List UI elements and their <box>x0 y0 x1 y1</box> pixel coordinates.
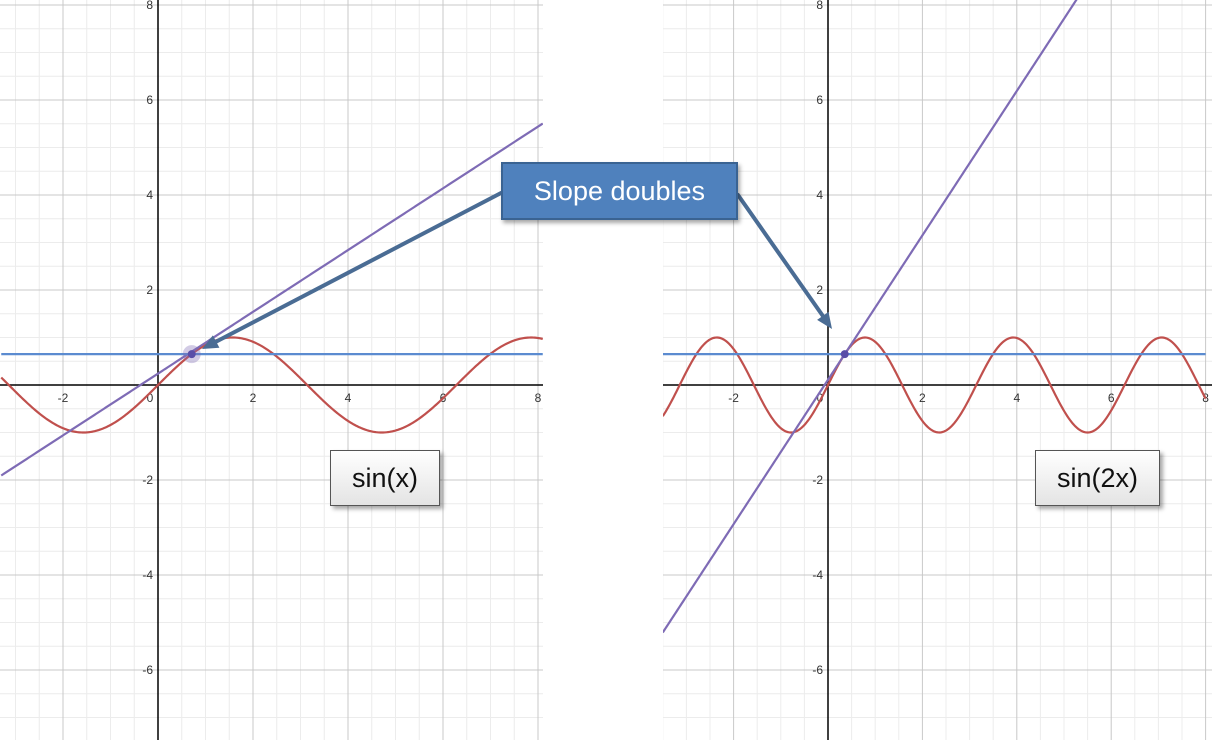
y-tick-label: 6 <box>816 93 823 107</box>
y-tick-label: -4 <box>812 568 823 582</box>
y-tick-label: 2 <box>816 283 823 297</box>
x-tick-label: 2 <box>919 391 926 405</box>
x-tick-label: 4 <box>345 391 352 405</box>
y-tick-label: -2 <box>142 473 153 487</box>
x-tick-label: -2 <box>58 391 69 405</box>
x-tick-label: 6 <box>1108 391 1115 405</box>
tangent-point <box>840 350 849 359</box>
arrow-shaft <box>214 191 503 344</box>
y-tick-label: 6 <box>146 93 153 107</box>
y-tick-label: 8 <box>146 0 153 12</box>
arrow-to-right-tangent <box>736 193 832 329</box>
arrow-to-left-tangent <box>202 191 503 349</box>
y-tick-label: -2 <box>812 473 823 487</box>
y-tick-label: 8 <box>816 0 823 12</box>
y-tick-label: -4 <box>142 568 153 582</box>
sin-x-label: sin(x) <box>330 450 440 506</box>
x-tick-label: -2 <box>728 391 739 405</box>
sine-curve <box>663 336 1207 434</box>
arrow-shaft <box>736 193 825 318</box>
y-tick-label: -6 <box>142 663 153 677</box>
arrow-head <box>202 335 220 349</box>
x-tick-label: 8 <box>535 391 542 405</box>
arrow-head <box>817 311 832 329</box>
y-tick-label: 4 <box>816 188 823 202</box>
x-tick-label: 4 <box>1013 391 1020 405</box>
tangent-line <box>663 0 1078 634</box>
x-tick-label: 2 <box>250 391 257 405</box>
slope-doubles-callout: Slope doubles <box>501 162 738 220</box>
y-tick-label: -6 <box>812 663 823 677</box>
tangent-point <box>187 350 196 359</box>
y-tick-label: 4 <box>146 188 153 202</box>
tangent-line <box>0 122 543 477</box>
y-tick-label: 2 <box>146 283 153 297</box>
sine-curve <box>0 336 543 434</box>
callout-arrows <box>202 191 832 349</box>
sin-2x-label: sin(2x) <box>1035 450 1160 506</box>
x-tick-label: 0 <box>817 391 824 405</box>
x-tick-label: 0 <box>147 391 154 405</box>
